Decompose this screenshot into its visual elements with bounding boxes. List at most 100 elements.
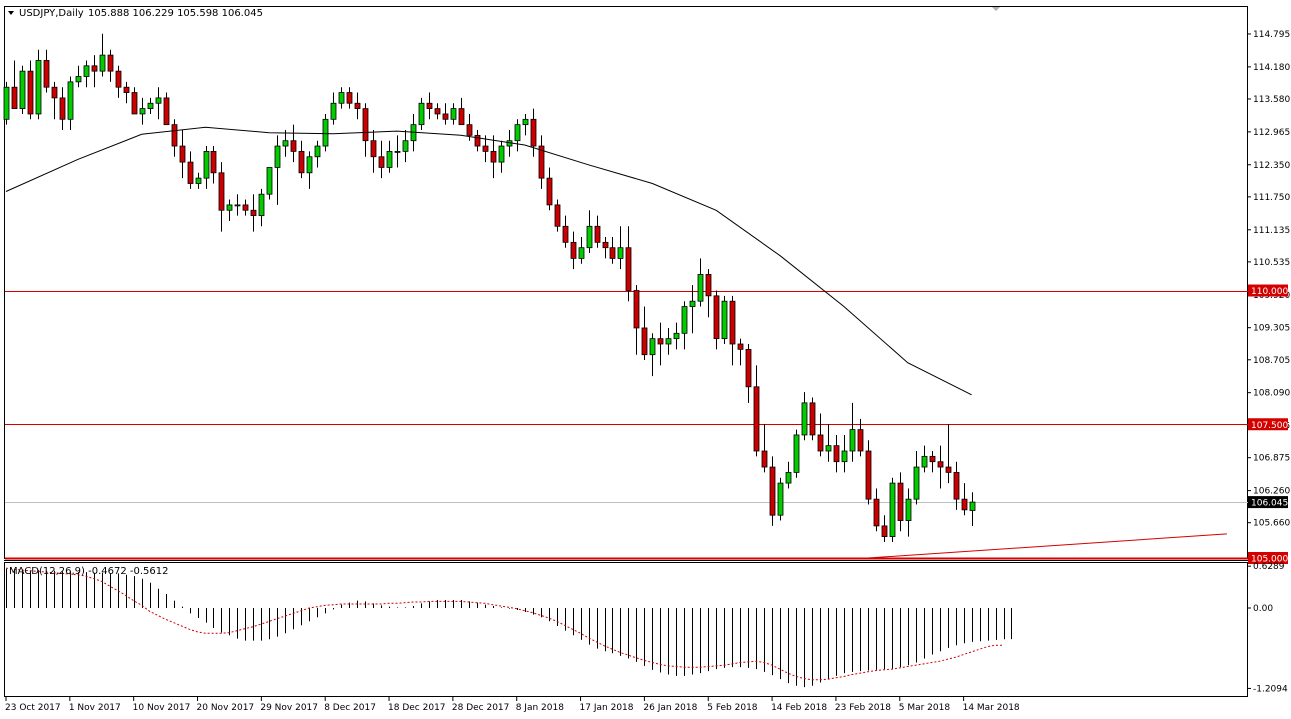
macd-signal-line[interactable] [5, 567, 1004, 681]
candle [402, 130, 409, 163]
x-tick-label: 29 Nov 2017 [260, 703, 318, 713]
candle-body [442, 113, 449, 120]
candle-body [466, 124, 473, 136]
candle-body [825, 445, 832, 452]
candle-body [737, 343, 744, 350]
candle-body [713, 295, 720, 340]
candle-body [498, 145, 505, 163]
candle [51, 81, 58, 120]
candle [649, 333, 656, 377]
candle [226, 199, 233, 221]
candle [865, 440, 872, 505]
candle-body [3, 86, 10, 120]
level-tag: 105.000 [1248, 552, 1288, 565]
candle-body [514, 124, 521, 142]
candle [633, 285, 640, 355]
candle [234, 194, 241, 216]
candle-body [809, 402, 816, 436]
x-tick-label: 5 Mar 2018 [899, 703, 951, 713]
x-tick-label: 28 Dec 2017 [452, 703, 510, 713]
candle [546, 167, 553, 211]
candle [163, 92, 170, 126]
candle [809, 397, 816, 441]
candle-body [586, 225, 593, 249]
candle [609, 237, 616, 264]
candle-body [769, 466, 776, 516]
candle [11, 60, 18, 109]
candle-body [841, 450, 848, 463]
level-tag-label: 110.000 [1251, 287, 1288, 297]
candle-body [729, 300, 736, 345]
candle-body [897, 482, 904, 521]
candle [35, 49, 42, 120]
candle [905, 488, 912, 537]
price-axis: 114.795 114.180 113.580 112.965 112.350 111.7… [1248, 30, 1290, 565]
y-tick-label: 113.580 [1253, 95, 1290, 105]
candle [729, 295, 736, 366]
x-tick-label: 1 Nov 2017 [69, 703, 121, 713]
trendline[interactable] [867, 533, 1227, 559]
candle-body [849, 429, 856, 452]
candle-body [258, 193, 265, 216]
candle-body [338, 92, 345, 104]
candle-body [921, 455, 928, 468]
candle [282, 130, 289, 157]
candle-body [817, 434, 824, 452]
macd-axis: 0.6289 0.00 -1.2094 [1248, 562, 1288, 694]
candle [115, 65, 122, 98]
macd-histogram [5, 567, 1012, 688]
candle [450, 103, 457, 125]
macd-panel-frame[interactable] [4, 562, 1248, 697]
candle [274, 135, 281, 205]
candle-body [937, 461, 944, 468]
candle [354, 92, 361, 120]
candle-body [761, 450, 768, 468]
candle-body [474, 134, 481, 147]
candle [378, 140, 385, 179]
level-tag-label: 105.000 [1251, 555, 1288, 565]
candle-body [665, 338, 672, 345]
candle [171, 119, 178, 157]
candle [625, 226, 632, 302]
candle-body [179, 145, 186, 163]
candle [314, 140, 321, 168]
candle [434, 103, 441, 120]
candle [147, 97, 154, 114]
candle [218, 162, 225, 232]
candle-body [370, 140, 377, 158]
candle [362, 103, 369, 157]
scroll-marker-icon[interactable] [992, 7, 1000, 11]
candle-body [43, 60, 50, 88]
candle-body [322, 118, 329, 147]
candle [857, 418, 864, 457]
candle-body [75, 76, 82, 83]
candle-body [91, 65, 98, 72]
candle [187, 151, 194, 189]
candle [490, 135, 497, 179]
y-tick-label: 108.090 [1253, 389, 1290, 399]
candle [426, 92, 433, 120]
candle [929, 451, 936, 473]
candle [266, 167, 273, 200]
candle-body [689, 300, 696, 307]
candle-body [234, 204, 241, 207]
candle [881, 515, 888, 542]
candle [123, 81, 130, 104]
candle-body [578, 247, 585, 259]
y-tick-label: 111.750 [1253, 193, 1290, 203]
moving-average-line[interactable] [5, 126, 972, 396]
candle [538, 135, 545, 189]
candle [418, 97, 425, 130]
candle [482, 135, 489, 163]
candle-body [203, 150, 210, 179]
macd-y-tick-label: 0.6289 [1253, 562, 1285, 572]
x-tick-label: 26 Jan 2018 [643, 703, 697, 713]
x-tick-label: 18 Dec 2017 [388, 703, 446, 713]
candle [689, 285, 696, 334]
dropdown-triangle-icon[interactable] [8, 11, 14, 15]
candle-body [594, 225, 601, 243]
ohlc-values: 105.888 106.229 105.598 106.045 [88, 8, 263, 19]
candle-body [123, 86, 130, 93]
level-tag-bg [1248, 284, 1288, 297]
